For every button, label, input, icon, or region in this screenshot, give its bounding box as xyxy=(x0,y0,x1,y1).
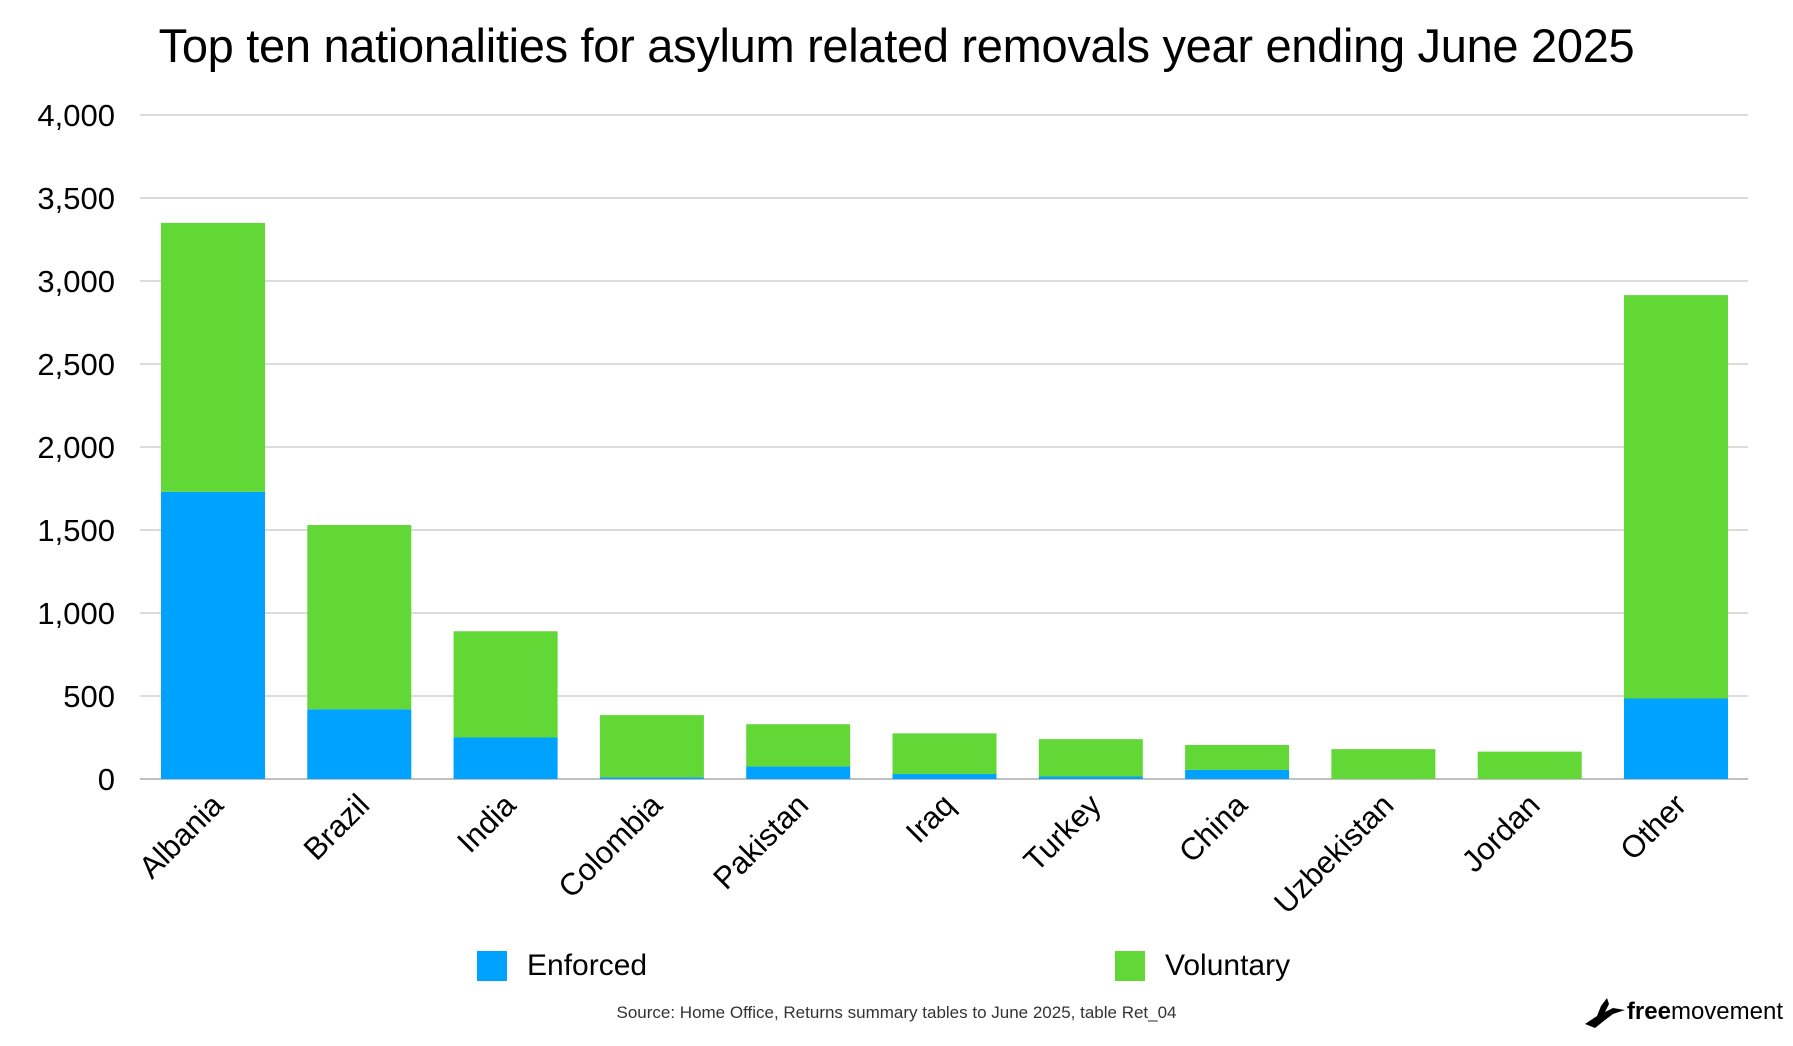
bar-voluntary-brazil xyxy=(307,525,412,710)
bar-voluntary-turkey xyxy=(1038,739,1143,777)
bars xyxy=(161,222,1728,779)
x-tick-label: Colombia xyxy=(552,787,670,905)
x-tick-label: India xyxy=(450,787,523,860)
bar-voluntary-india xyxy=(453,631,558,738)
legend-label-voluntary: Voluntary xyxy=(1165,949,1291,982)
x-tick-label: Jordan xyxy=(1455,787,1547,879)
y-tick-label: 1,500 xyxy=(37,513,115,548)
bar-enforced-albania xyxy=(161,491,265,779)
legend-swatch-voluntary xyxy=(1115,951,1145,981)
bar-enforced-other xyxy=(1624,698,1728,779)
legend-item-enforced: Enforced xyxy=(477,946,647,986)
x-axis-labels: Albania Brazil India Colombia Pakistan Iraq Tu… xyxy=(132,787,1693,921)
legend-swatch-enforced xyxy=(477,951,507,981)
y-tick-label: 3,000 xyxy=(37,264,115,299)
logo-text-movement: movement xyxy=(1670,998,1783,1025)
x-tick-label: Pakistan xyxy=(706,787,815,896)
y-tick-label: 2,500 xyxy=(37,347,115,382)
source-note: Source: Home Office, Returns summary tab… xyxy=(616,1003,1177,1022)
bar-voluntary-pakistan xyxy=(746,724,851,767)
bar-enforced-iraq xyxy=(892,774,997,779)
bar-voluntary-other xyxy=(1624,295,1728,699)
bar-enforced-colombia xyxy=(599,777,704,779)
bar-voluntary-colombia xyxy=(599,715,704,778)
x-tick-label: Uzbekistan xyxy=(1267,787,1400,920)
x-tick-label: Iraq xyxy=(899,787,962,850)
legend-label-enforced: Enforced xyxy=(527,949,648,982)
bar-enforced-pakistan xyxy=(746,766,851,779)
bar-enforced-brazil xyxy=(307,709,412,779)
bar-voluntary-albania xyxy=(161,222,265,492)
bar-enforced-china xyxy=(1185,769,1290,779)
bar-voluntary-jordan xyxy=(1477,751,1582,779)
y-tick-label: 0 xyxy=(98,762,115,797)
bar-voluntary-iraq xyxy=(892,733,997,775)
y-axis-labels: 0 500 1,000 1,500 2,000 2,500 3,000 3,500 4,000 xyxy=(37,98,115,797)
freemovement-logo: free movement xyxy=(1583,994,1783,1030)
bar-voluntary-china xyxy=(1185,744,1290,770)
chart-title: Top ten nationalities for asylum related… xyxy=(158,19,1635,72)
y-tick-label: 500 xyxy=(63,679,115,714)
y-tick-label: 4,000 xyxy=(37,98,115,133)
legend-item-voluntary: Voluntary xyxy=(1115,946,1290,986)
x-tick-label: China xyxy=(1172,787,1255,870)
y-tick-label: 1,000 xyxy=(37,596,115,631)
bar-enforced-india xyxy=(453,737,558,779)
logo-text-free: free xyxy=(1626,998,1671,1025)
y-tick-label: 2,000 xyxy=(37,430,115,465)
x-tick-label: Other xyxy=(1613,787,1693,867)
x-tick-label: Turkey xyxy=(1017,787,1108,878)
x-tick-label: Brazil xyxy=(297,787,377,867)
x-tick-label: Albania xyxy=(132,787,230,885)
bar-voluntary-uzbekistan xyxy=(1331,749,1436,779)
bar-enforced-turkey xyxy=(1038,776,1143,779)
y-tick-label: 3,500 xyxy=(37,181,115,216)
bird-icon xyxy=(1584,998,1625,1028)
